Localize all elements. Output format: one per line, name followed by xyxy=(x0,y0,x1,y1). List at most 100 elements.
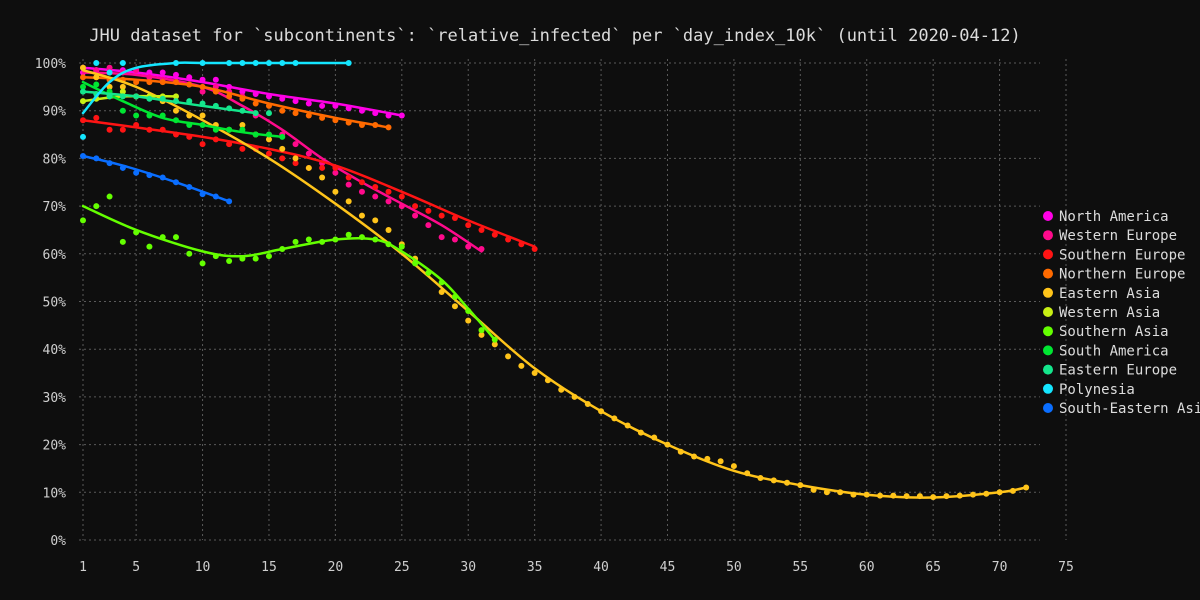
data-point-southern-europe xyxy=(478,226,485,233)
data-point-polynesia xyxy=(292,60,299,66)
data-point-eastern-europe xyxy=(199,100,206,107)
legend-label: Southern Asia xyxy=(1059,324,1169,340)
data-point-eastern-asia xyxy=(292,155,299,162)
data-point-north-america xyxy=(212,76,219,83)
data-point-south-america xyxy=(93,81,100,88)
series-eastern-asia xyxy=(80,64,1030,501)
data-point-southern-europe xyxy=(332,164,339,171)
x-tick-label: 30 xyxy=(460,560,476,575)
y-tick-label: 80% xyxy=(43,152,67,167)
data-point-southern-asia xyxy=(332,236,339,243)
data-point-north-america xyxy=(199,76,206,83)
data-point-south-america xyxy=(265,131,272,138)
data-point-eastern-asia xyxy=(106,83,113,90)
data-point-southern-europe xyxy=(345,174,352,181)
data-point-southern-asia xyxy=(80,217,86,224)
data-point-north-america xyxy=(398,112,405,119)
data-point-eastern-asia xyxy=(544,377,551,384)
data-point-south-eastern-asia xyxy=(159,174,166,181)
data-point-north-america xyxy=(186,74,193,81)
legend-item-western-europe: Western Europe xyxy=(1043,228,1177,244)
data-point-eastern-europe xyxy=(159,95,166,102)
data-point-polynesia xyxy=(265,60,272,66)
data-point-western-europe xyxy=(345,181,352,188)
data-point-western-europe xyxy=(358,188,365,195)
data-point-northern-europe xyxy=(252,100,259,107)
data-point-southern-asia xyxy=(358,234,365,241)
y-tick-label: 100% xyxy=(35,57,66,72)
data-point-polynesia xyxy=(252,60,259,66)
data-point-eastern-asia xyxy=(1023,484,1030,491)
data-point-southern-asia xyxy=(146,243,153,250)
data-point-polynesia xyxy=(93,60,100,66)
data-point-eastern-asia xyxy=(186,112,193,119)
data-point-northern-europe xyxy=(292,110,299,117)
chart-title: JHU dataset for `subcontinents`: `relati… xyxy=(89,26,1020,46)
y-tick-label: 90% xyxy=(43,105,67,120)
data-point-northern-europe xyxy=(345,119,352,126)
data-point-eastern-asia xyxy=(890,492,897,499)
trend-line-eastern-asia xyxy=(81,68,1028,499)
data-point-southern-asia xyxy=(451,293,458,300)
data-point-southern-europe xyxy=(358,179,365,186)
data-point-eastern-asia xyxy=(704,455,711,462)
x-tick-label: 50 xyxy=(726,560,742,575)
data-point-eastern-asia xyxy=(372,217,379,224)
data-point-eastern-asia xyxy=(598,408,605,415)
data-point-eastern-europe xyxy=(265,110,272,117)
data-point-north-america xyxy=(358,107,365,114)
data-point-southern-europe xyxy=(106,126,113,133)
data-point-polynesia xyxy=(199,60,206,66)
data-point-eastern-asia xyxy=(717,458,724,465)
data-point-polynesia xyxy=(119,60,126,66)
data-point-polynesia xyxy=(106,69,113,76)
data-point-south-america xyxy=(279,133,286,140)
data-point-eastern-asia xyxy=(1009,487,1016,494)
legend-item-north-america: North America xyxy=(1043,209,1169,225)
data-point-southern-asia xyxy=(279,246,286,253)
data-point-southern-europe xyxy=(398,193,405,200)
data-point-eastern-asia xyxy=(358,212,365,219)
data-point-north-america xyxy=(332,102,339,109)
data-point-north-america xyxy=(345,105,352,112)
data-point-western-europe xyxy=(199,88,206,95)
data-point-southern-asia xyxy=(119,238,126,245)
axes: 1 5 10 15 20 25 30 35 40 45 50 55 60 65 70 750%10%20%30… xyxy=(35,57,1074,575)
data-point-south-eastern-asia xyxy=(80,153,86,160)
data-point-eastern-asia xyxy=(651,434,658,441)
data-point-north-america xyxy=(252,91,259,98)
legend-label: South America xyxy=(1059,343,1169,359)
y-tick-label: 70% xyxy=(43,200,67,215)
data-point-southern-asia xyxy=(172,234,179,241)
legend-marker xyxy=(1043,383,1053,394)
x-tick-label: 70 xyxy=(992,560,1008,575)
data-point-north-america xyxy=(239,88,246,95)
data-point-southern-europe xyxy=(425,207,432,214)
x-tick-label: 40 xyxy=(593,560,609,575)
data-point-western-europe xyxy=(385,198,392,205)
data-point-eastern-asia xyxy=(584,401,591,408)
data-point-eastern-asia xyxy=(465,317,472,324)
data-point-southern-asia xyxy=(186,250,193,257)
x-tick-label: 75 xyxy=(1058,560,1074,575)
data-point-southern-europe xyxy=(119,126,126,133)
trend-line-south-america xyxy=(81,80,284,139)
data-point-northern-europe xyxy=(172,79,179,86)
data-point-eastern-europe xyxy=(106,93,113,100)
data-point-northern-europe xyxy=(199,83,206,90)
data-point-eastern-asia xyxy=(850,491,857,498)
legend-item-polynesia: Polynesia xyxy=(1043,382,1135,398)
data-point-eastern-asia xyxy=(319,174,326,181)
series-eastern-europe xyxy=(80,88,272,117)
data-point-northern-europe xyxy=(372,122,379,129)
data-point-southern-europe xyxy=(319,164,326,171)
legend-label: Eastern Asia xyxy=(1059,286,1160,302)
data-point-north-america xyxy=(172,71,179,78)
data-point-south-eastern-asia xyxy=(106,160,113,167)
data-point-south-eastern-asia xyxy=(212,193,219,200)
data-point-southern-europe xyxy=(172,131,179,138)
data-point-southern-europe xyxy=(465,222,472,229)
x-tick-label: 60 xyxy=(859,560,875,575)
data-point-south-america xyxy=(159,112,166,119)
data-point-south-eastern-asia xyxy=(186,184,193,191)
